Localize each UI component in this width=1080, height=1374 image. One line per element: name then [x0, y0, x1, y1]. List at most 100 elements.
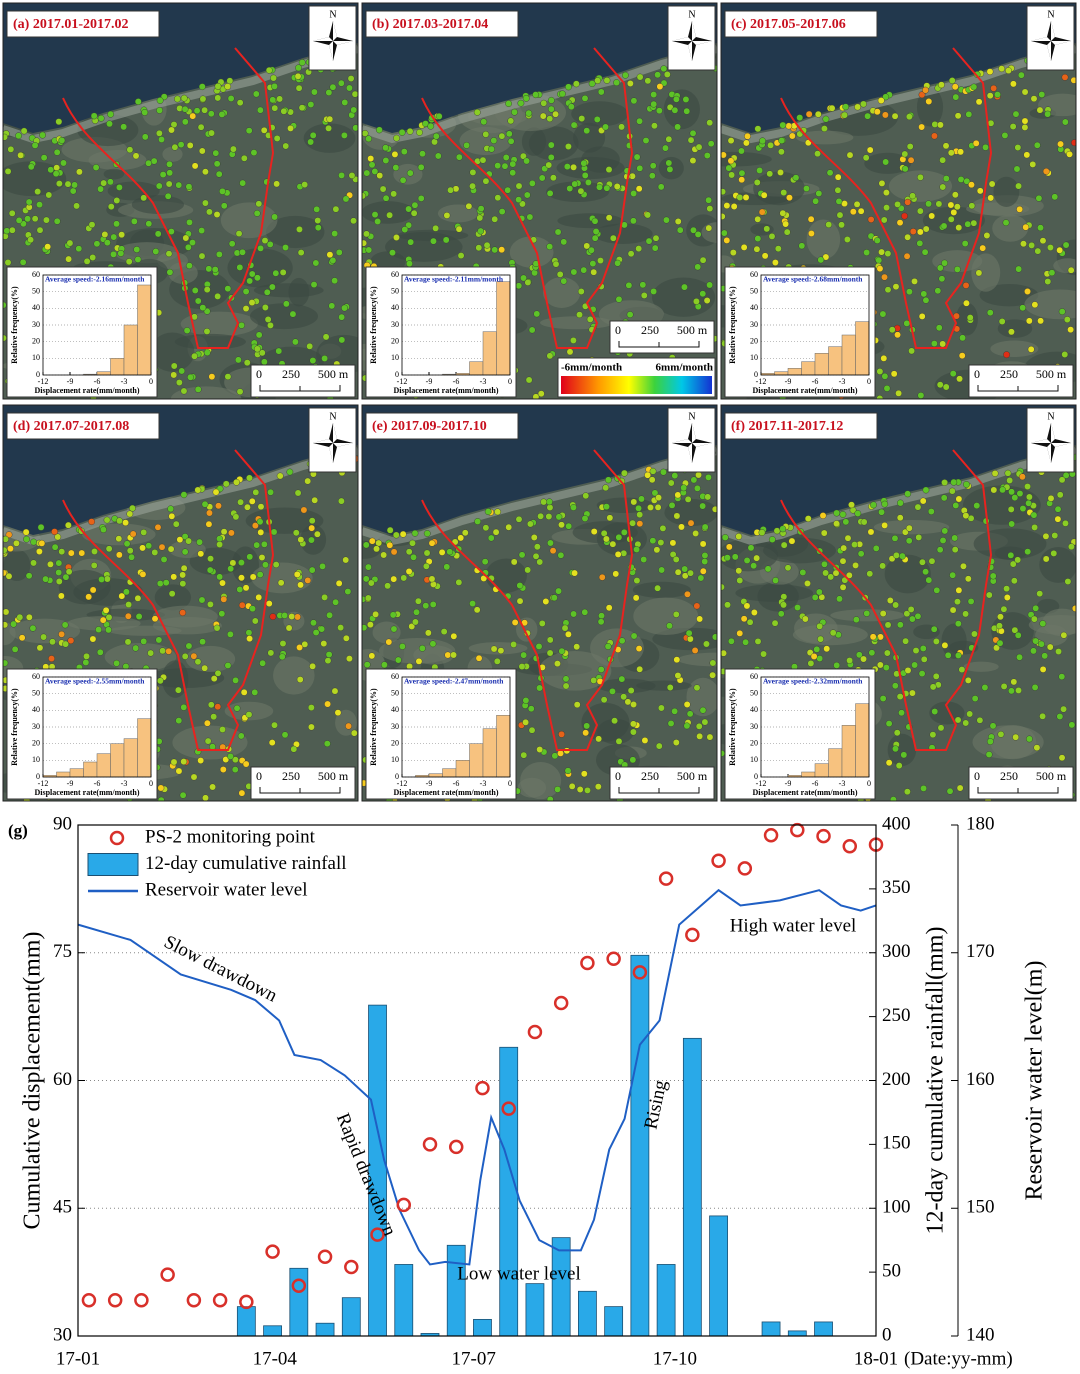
- hist-frame: [760, 676, 870, 778]
- ps-point: [479, 156, 487, 164]
- ps-point: [331, 230, 339, 237]
- ps-point: [876, 368, 884, 375]
- ps-point: [1058, 754, 1066, 762]
- ps-point: [604, 643, 612, 650]
- ps-point: [939, 183, 947, 191]
- ps-point: [552, 260, 560, 268]
- ps-point: [949, 370, 957, 378]
- ps-point: [867, 216, 875, 223]
- ps-point: [684, 590, 691, 598]
- ps-point: [918, 123, 926, 131]
- ps-point: [3, 659, 9, 667]
- ps-point: [909, 192, 916, 200]
- ps-point: [801, 615, 809, 623]
- north-arrow: [672, 21, 712, 61]
- hist-bar: [442, 768, 457, 778]
- north-arrow: [672, 423, 712, 463]
- ps-point: [738, 176, 746, 184]
- ps-point: [105, 545, 113, 553]
- ps-point: [997, 730, 1005, 738]
- ps-point: [139, 544, 146, 552]
- ps-point: [139, 570, 147, 578]
- ps-point: [227, 95, 235, 102]
- ps-point: [481, 558, 489, 566]
- ps-point: [655, 742, 663, 750]
- north-arrow: [1031, 21, 1071, 61]
- ps-point: [124, 612, 132, 620]
- ps-point: [324, 657, 332, 665]
- ps-point: [663, 216, 670, 224]
- ps-point: [691, 647, 699, 654]
- ps-point: [829, 629, 837, 637]
- hist-x-tick-label: -9: [67, 377, 74, 386]
- ps-point: [117, 249, 125, 257]
- y3-tick-label: 170: [966, 941, 995, 962]
- ps-point: [876, 661, 884, 669]
- ps-point: [958, 352, 966, 360]
- y-tick-label: 90: [53, 813, 72, 834]
- ps-point: [738, 147, 745, 155]
- ps-point: [953, 203, 961, 211]
- ps-point: [504, 186, 512, 194]
- ps-point: [699, 567, 707, 575]
- ps-point: [1070, 76, 1076, 84]
- terrain: [459, 126, 512, 156]
- ps-point: [635, 185, 643, 193]
- rain-bar: [236, 1306, 256, 1337]
- ps-point: [591, 234, 599, 242]
- ps-point: [126, 547, 134, 555]
- ps-point: [71, 181, 78, 189]
- ps-point: [671, 472, 679, 480]
- hist-y-tick-label: 10: [391, 755, 399, 764]
- ps-point: [906, 143, 914, 150]
- ps-point: [538, 174, 546, 182]
- terrain: [888, 170, 953, 202]
- ps-point: [203, 286, 211, 294]
- ps-point: [1060, 631, 1068, 639]
- ps-point: [511, 108, 518, 116]
- ps-point: [605, 214, 613, 222]
- ps-point: [309, 357, 317, 364]
- ps-point: [157, 796, 165, 801]
- ps-point: [1033, 744, 1041, 752]
- y-tick-label: 60: [53, 1069, 72, 1090]
- ps-point: [253, 209, 261, 217]
- ps-point: [107, 203, 115, 211]
- ps-point: [267, 322, 274, 329]
- ps-point: [844, 534, 852, 542]
- ps-point: [1039, 620, 1047, 628]
- ps-point: [182, 234, 190, 242]
- ps-point: [170, 573, 178, 581]
- ps-point: [1003, 594, 1011, 601]
- ps-point: [866, 146, 874, 154]
- ps-point: [181, 533, 189, 540]
- ps-point: [482, 524, 490, 532]
- ps-point: [807, 660, 815, 667]
- ps-point: [1030, 511, 1038, 519]
- ps-point: [362, 192, 367, 200]
- ps-point: [881, 500, 889, 508]
- ps-point: [179, 791, 187, 799]
- ps-point: [296, 226, 303, 233]
- ps-point: [867, 528, 875, 536]
- ps-point: [45, 191, 53, 199]
- ps-point: [1024, 483, 1031, 490]
- ps-point: [815, 588, 823, 596]
- ps-point: [129, 504, 136, 512]
- ps-point: [1021, 117, 1029, 125]
- ps-point: [546, 352, 554, 360]
- ps-point: [364, 594, 372, 602]
- ps-point: [533, 543, 541, 551]
- ps-point: [165, 180, 173, 188]
- ps-point: [667, 720, 675, 727]
- terrain: [303, 123, 356, 153]
- ps-point: [960, 562, 967, 570]
- ps-point: [912, 647, 920, 654]
- ps-point: [1061, 73, 1069, 81]
- terrain: [633, 597, 699, 636]
- ps-point: [931, 132, 938, 140]
- annotation: Low water level: [457, 1263, 580, 1284]
- ps-point: [782, 220, 790, 228]
- ps-point: [883, 649, 891, 657]
- ps-point: [263, 288, 271, 296]
